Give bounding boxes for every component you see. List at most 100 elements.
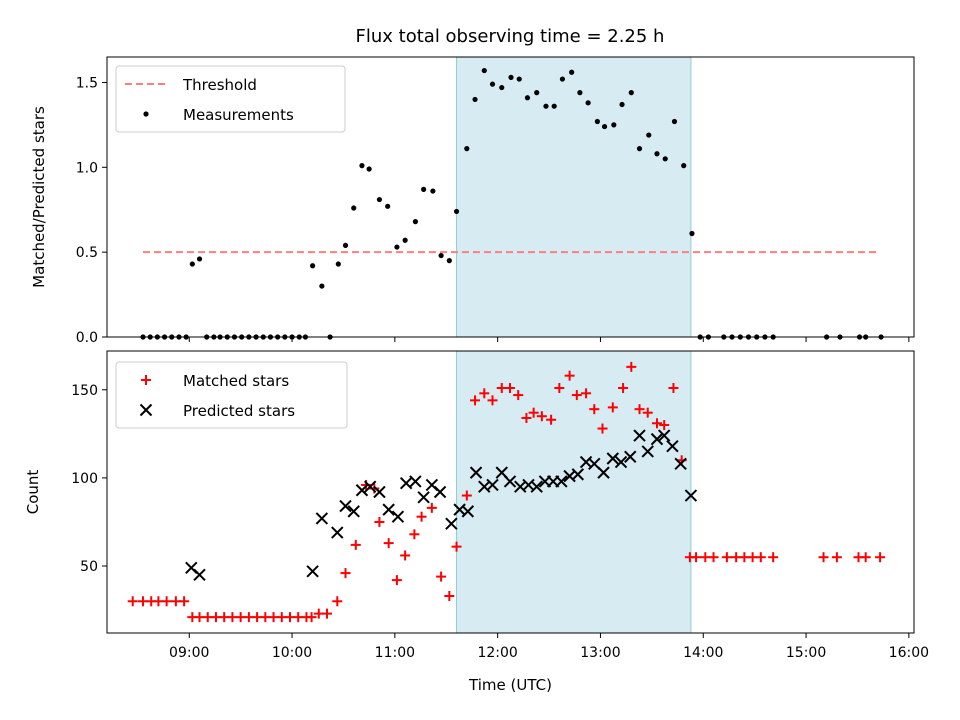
predicted-star-marker xyxy=(657,429,671,442)
measurement-point xyxy=(662,156,668,162)
matched-star-marker xyxy=(691,552,702,563)
time-x-tick-label: 13:00 xyxy=(580,645,620,661)
matched-star-marker xyxy=(564,370,575,381)
predicted-marker-b xyxy=(633,429,646,442)
measurement-point xyxy=(636,146,643,152)
matched-star-marker xyxy=(768,552,779,563)
predicted-star-marker xyxy=(339,499,352,513)
predicted-marker-b xyxy=(391,510,405,523)
predicted-star-marker xyxy=(417,491,430,504)
measurement-point xyxy=(577,90,583,96)
measurement-point xyxy=(508,74,514,80)
chart-title: Flux total observing time = 2.25 h xyxy=(356,26,665,47)
matched-star-marker xyxy=(546,414,557,425)
measurement-point xyxy=(376,196,383,203)
matched-star-marker xyxy=(642,407,653,418)
predicted-marker-b xyxy=(588,457,601,471)
legend-predicted-swatch-b xyxy=(139,403,153,417)
measurement-point xyxy=(499,84,505,91)
predicted-marker-b xyxy=(373,485,386,499)
measurement-point xyxy=(385,203,391,209)
ratio-y-ticks: 0.0 0.5 1.0 1.5 xyxy=(76,75,107,346)
count-y-tick-label: 150 xyxy=(71,383,98,399)
ratio-panel: 0.0 0.5 1.0 1.5 Matched/Predicted stars Thr… xyxy=(30,56,915,346)
matched-star-marker xyxy=(651,418,662,429)
matched-star-marker xyxy=(607,402,618,413)
matched-star-marker xyxy=(161,596,172,607)
measurement-point xyxy=(516,76,522,82)
predicted-star-marker xyxy=(193,568,206,582)
legend-predicted-label: Predicted stars xyxy=(183,402,295,420)
predicted-star-marker xyxy=(363,480,377,493)
predicted-star-marker xyxy=(666,439,679,453)
predicted-star-marker xyxy=(641,445,654,458)
matched-star-marker xyxy=(127,596,138,607)
matched-star-marker xyxy=(875,552,886,563)
measurement-point xyxy=(342,242,349,248)
measurement-point xyxy=(189,261,195,267)
ratio-y-tick-label: 1.5 xyxy=(76,75,98,91)
time-x-tick-label: 16:00 xyxy=(889,645,929,661)
matched-star-marker xyxy=(571,390,582,401)
legend-matched-label: Matched stars xyxy=(183,372,289,390)
predicted-stars-points xyxy=(185,429,698,582)
count-y-tick-label: 50 xyxy=(80,559,98,575)
observing-window-shade xyxy=(456,56,692,338)
matched-star-marker xyxy=(818,552,829,563)
matched-star-marker xyxy=(521,412,532,423)
predicted-star-marker xyxy=(571,468,585,481)
measurement-point xyxy=(585,100,591,106)
time-x-tick-label: 14:00 xyxy=(683,645,723,661)
predicted-star-marker xyxy=(486,478,499,492)
predicted-star-marker xyxy=(606,452,619,465)
measurement-point xyxy=(394,244,400,250)
predicted-marker-b xyxy=(624,450,637,463)
legend-measurement-swatch xyxy=(143,111,149,117)
matched-star-marker xyxy=(554,383,565,394)
measurement-point xyxy=(654,151,660,157)
predicted-marker-b xyxy=(425,478,439,492)
predicted-marker-b xyxy=(363,480,377,493)
matched-star-marker xyxy=(340,568,351,579)
predicted-marker-b xyxy=(606,452,619,465)
measurement-point xyxy=(472,96,478,103)
measurement-point xyxy=(446,258,452,264)
measurement-point xyxy=(310,263,316,269)
measurement-point xyxy=(402,237,408,243)
matched-star-marker xyxy=(860,552,871,563)
measurement-point xyxy=(359,163,365,169)
predicted-marker-b xyxy=(657,429,671,442)
predicted-star-marker xyxy=(674,457,687,471)
matched-star-marker xyxy=(321,608,332,619)
matched-star-marker xyxy=(581,388,592,399)
predicted-marker-b xyxy=(409,475,422,488)
predicted-star-marker xyxy=(650,432,664,446)
matched-star-marker xyxy=(479,388,490,399)
measurement-point xyxy=(438,252,444,259)
matched-stars-points xyxy=(127,361,886,623)
predicted-marker-b xyxy=(315,512,329,525)
matched-star-marker xyxy=(383,538,394,549)
measurement-point xyxy=(430,188,436,194)
measurement-point xyxy=(689,230,695,237)
ratio-panel-frame xyxy=(106,56,915,338)
matched-star-marker xyxy=(416,511,427,522)
ratio-y-tick-label: 0.5 xyxy=(76,245,98,261)
measurement-point xyxy=(671,118,678,125)
measurement-point xyxy=(366,166,372,172)
predicted-marker-b xyxy=(306,565,319,578)
predicted-star-marker xyxy=(461,505,475,518)
predicted-marker-b xyxy=(495,466,508,479)
time-x-tick-label: 12:00 xyxy=(477,645,517,661)
legend-threshold-label: Threshold xyxy=(182,76,257,94)
predicted-marker-b xyxy=(478,480,491,493)
legend-measurement-label: Measurements xyxy=(183,106,294,124)
matched-star-marker xyxy=(374,516,385,527)
matched-star-marker xyxy=(470,395,481,406)
time-x-ticks: 09:00 10:00 11:00 12:00 13:00 14:00 15:00 16:00 xyxy=(169,633,929,661)
predicted-marker-b xyxy=(514,480,527,493)
predicted-star-marker xyxy=(355,484,369,497)
measurement-point xyxy=(619,101,625,108)
predicted-marker-b xyxy=(469,466,483,479)
